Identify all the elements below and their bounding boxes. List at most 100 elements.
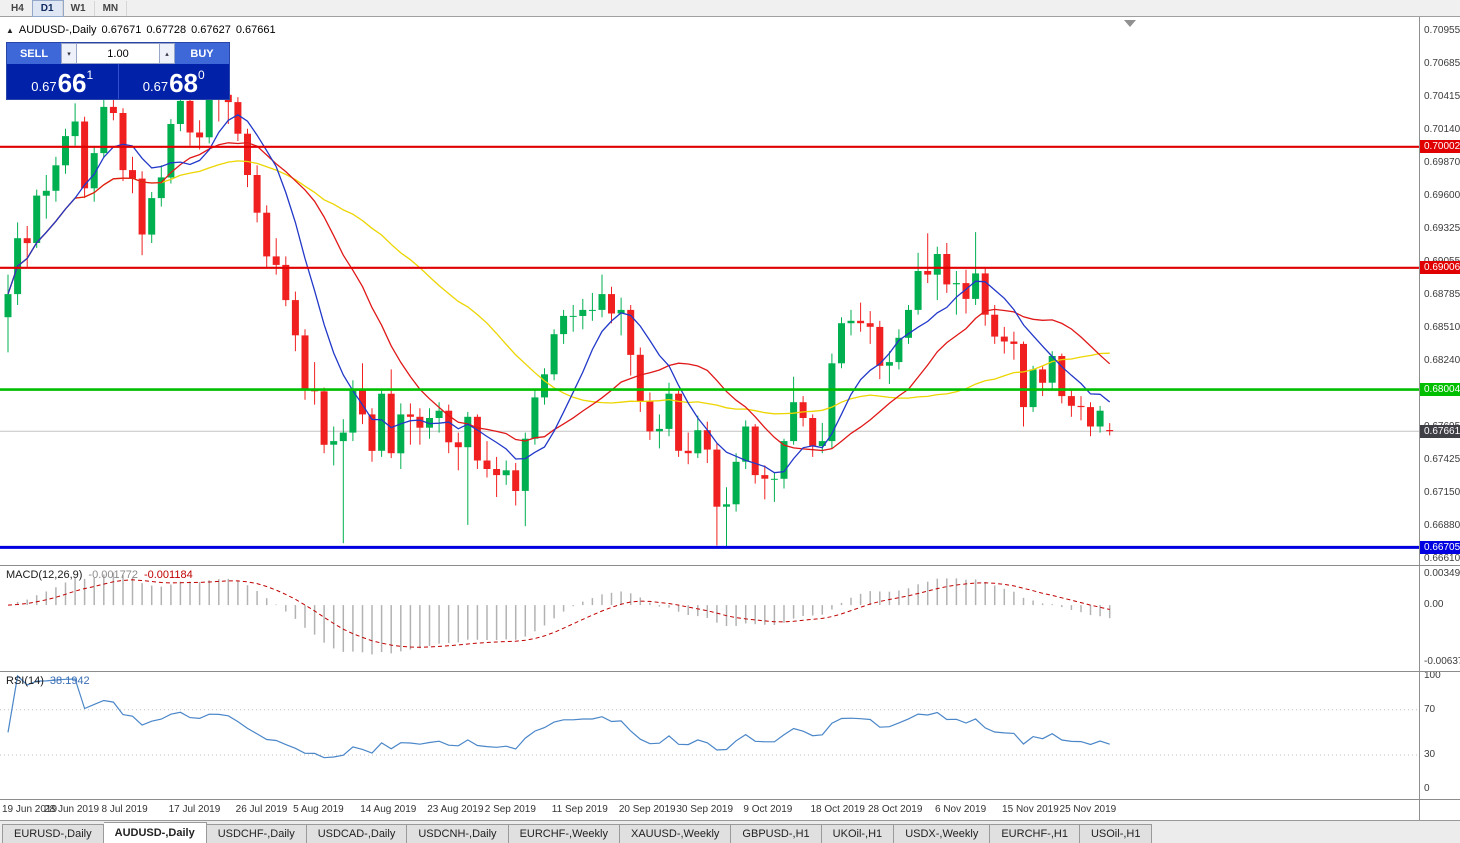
- macd-tick: -0.00637: [1424, 656, 1460, 667]
- price-tick: 0.69325: [1424, 223, 1460, 235]
- axis-corner: [1419, 800, 1460, 820]
- date-label: 5 Aug 2019: [293, 804, 344, 815]
- ma-line-yellow: [7, 160, 1110, 415]
- volume-decrease-button[interactable]: ▾: [61, 43, 77, 64]
- price-level-badge: 0.66705: [1420, 540, 1460, 554]
- rsi-tick: 30: [1424, 748, 1436, 760]
- price-tick: 0.70685: [1424, 57, 1460, 69]
- chart-tab-eurusd-daily[interactable]: EURUSD-,Daily: [2, 824, 104, 843]
- rsi-tick: 70: [1424, 703, 1436, 715]
- date-label: 2 Sep 2019: [484, 804, 536, 815]
- price-tick: 0.66880: [1424, 520, 1460, 532]
- timeframe-toolbar: H4 D1 W1 MN: [0, 0, 1460, 17]
- panel-splitter[interactable]: [0, 671, 1460, 672]
- price-divider: [117, 64, 119, 99]
- current-price-badge: 0.67661: [1420, 424, 1460, 438]
- rsi-axis: 100 70 30 0: [1419, 672, 1460, 799]
- ohlc-low: 0.67627: [191, 24, 231, 36]
- price-tick: 0.69600: [1424, 189, 1460, 201]
- chart-tab-usdcad-daily[interactable]: USDCAD-,Daily: [306, 824, 408, 843]
- timeframe-button-w1[interactable]: W1: [63, 0, 95, 16]
- buy-price-prefix: 0.67: [142, 79, 169, 94]
- date-label: 26 Jul 2019: [235, 804, 288, 815]
- date-label: 11 Sep 2019: [551, 804, 608, 815]
- sell-price-display[interactable]: 0.67 66 1: [7, 64, 118, 99]
- price-level-badge: 0.68004: [1420, 383, 1460, 397]
- date-label: 15 Nov 2019: [1002, 804, 1059, 815]
- sell-price-sup: 1: [86, 68, 94, 82]
- macd-canvas: [7, 572, 1111, 655]
- macd-signal-line: [7, 579, 1110, 648]
- price-tick: 0.70140: [1424, 124, 1460, 136]
- candles: [4, 88, 1114, 548]
- chart-tab-usdx-weekly[interactable]: USDX-,Weekly: [894, 824, 991, 843]
- panel-splitter[interactable]: [0, 565, 1460, 566]
- rsi-name: RSI(14): [6, 675, 44, 687]
- chart-tab-ukoil-h1[interactable]: UKOil-,H1: [821, 824, 895, 843]
- date-label: 6 Nov 2019: [935, 804, 987, 815]
- timeframe-button-d1[interactable]: D1: [31, 0, 64, 17]
- buy-price-display[interactable]: 0.67 68 0: [119, 64, 230, 99]
- macd-label: MACD(12,26,9) -0.001772 -0.001184: [6, 569, 193, 581]
- chart-tab-eurchf-h1[interactable]: EURCHF-,H1: [990, 824, 1080, 843]
- macd-tick: 0.00349: [1424, 568, 1460, 579]
- rsi-label: RSI(14) 38.1942: [6, 675, 90, 687]
- macd-signal-value: -0.001184: [143, 569, 193, 581]
- chart-tabs-bar: EURUSD-,Daily AUDUSD-,Daily USDCHF-,Daily U…: [0, 820, 1460, 843]
- rsi-panel[interactable]: RSI(14) 38.1942: [0, 672, 1419, 799]
- chart-symbol-label: AUDUSD-,Daily: [18, 24, 97, 36]
- chart-tab-xauusd-weekly[interactable]: XAUUSD-,Weekly: [619, 824, 732, 843]
- rsi-tick: 100: [1424, 672, 1441, 681]
- macd-panel[interactable]: MACD(12,26,9) -0.001772 -0.001184: [0, 566, 1419, 671]
- price-tick: 0.68785: [1424, 288, 1460, 300]
- rsi-tick: 0: [1424, 782, 1430, 794]
- buy-price-sup: 0: [198, 68, 205, 82]
- price-tick: 0.70955: [1424, 25, 1460, 36]
- sell-price-big: 66: [57, 68, 87, 98]
- price-direction-icon: ▲: [6, 25, 14, 35]
- price-tick: 0.68510: [1424, 322, 1460, 334]
- chart-tab-gbpusd-h1[interactable]: GBPUSD-,H1: [731, 824, 822, 843]
- axis-separator: [0, 799, 1460, 800]
- timeframe-button-h4[interactable]: H4: [3, 0, 33, 16]
- buy-price-big: 68: [169, 68, 199, 98]
- price-tick: 0.68240: [1424, 354, 1460, 366]
- date-label: 20 Sep 2019: [618, 804, 676, 815]
- date-label: 9 Oct 2019: [743, 804, 793, 815]
- ma-line-red: [7, 142, 1111, 452]
- sell-price-prefix: 0.67: [31, 79, 57, 94]
- chart-tab-eurchf-weekly[interactable]: EURCHF-,Weekly: [508, 824, 620, 843]
- date-label: 17 Jul 2019: [168, 804, 221, 815]
- chart-tab-usoil-h1[interactable]: USOil-,H1: [1079, 824, 1153, 843]
- timeframe-button-mn[interactable]: MN: [95, 0, 128, 16]
- date-label: 28 Jun 2019: [44, 804, 100, 815]
- date-label: 28 Oct 2019: [867, 804, 923, 815]
- price-tick: 0.66610: [1424, 552, 1460, 564]
- chart-tab-usdcnh-daily[interactable]: USDCNH-,Daily: [407, 824, 509, 843]
- chart-tab-audusd-daily[interactable]: AUDUSD-,Daily: [103, 822, 207, 843]
- price-chart[interactable]: ▲ AUDUSD-,Daily 0.67671 0.67728 0.67627 …: [0, 17, 1419, 565]
- ohlc-high: 0.67728: [146, 24, 187, 36]
- sell-button[interactable]: SELL: [7, 43, 61, 64]
- price-level-badge: 0.70002: [1420, 140, 1460, 154]
- buy-button[interactable]: BUY: [175, 43, 229, 64]
- date-label: 14 Aug 2019: [360, 804, 417, 815]
- date-label: 19 Jun 2019: [2, 804, 58, 815]
- rsi-canvas: [0, 674, 1419, 759]
- price-tick: 0.67425: [1424, 453, 1460, 465]
- price-tick: 0.67150: [1424, 487, 1460, 499]
- macd-tick: 0.00: [1424, 599, 1444, 611]
- volume-input[interactable]: [77, 43, 159, 64]
- chart-ohlc-header: ▲ AUDUSD-,Daily 0.67671 0.67728 0.67627 …: [6, 24, 276, 36]
- date-label: 23 Aug 2019: [427, 804, 484, 815]
- ohlc-open: 0.67671: [101, 24, 142, 36]
- volume-increase-button[interactable]: ▴: [159, 43, 175, 64]
- chart-tab-usdchf-daily[interactable]: USDCHF-,Daily: [206, 824, 307, 843]
- time-axis: 19 Jun 2019 28 Jun 2019 8 Jul 2019 17 Jul 2…: [0, 800, 1419, 820]
- macd-histogram: [16, 572, 1111, 655]
- one-click-trade-panel: SELL ▾ ▴ BUY 0.67 66 1 0.67 68: [6, 42, 230, 100]
- price-tick: 0.69870: [1424, 156, 1460, 168]
- macd-axis: 0.00349 0.00 -0.00637: [1419, 566, 1460, 671]
- price-level-badge: 0.69006: [1420, 261, 1460, 275]
